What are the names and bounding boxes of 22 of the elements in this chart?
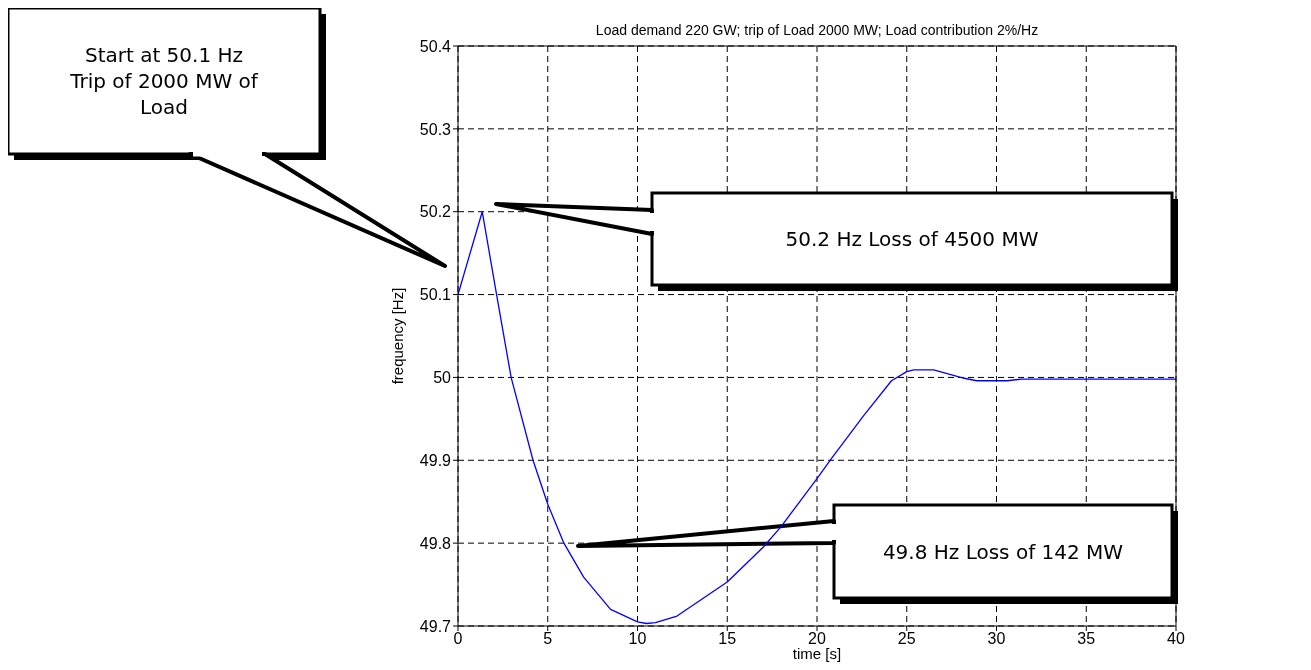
x-tick-label: 15: [718, 630, 737, 648]
y-tick-label: 50.2: [419, 203, 452, 221]
y-tick-label: 50: [433, 369, 452, 387]
y-tick-label: 50.4: [419, 37, 452, 55]
x-tick-label: 5: [543, 630, 553, 648]
y-tick-label: 49.8: [419, 534, 452, 552]
x-tick-label: 0: [453, 630, 463, 648]
y-tick-label: 50.1: [419, 286, 452, 304]
x-tick-label: 25: [897, 630, 916, 648]
x-axis-title: time [s]: [792, 645, 842, 662]
x-tick-label: 40: [1167, 630, 1185, 648]
x-tick-label: 10: [628, 630, 647, 648]
y-tick-label: 49.7: [419, 617, 452, 635]
y-tick-label: 50.3: [419, 120, 452, 138]
y-axis-title: frequency [Hz]: [389, 287, 407, 385]
annotation: 49.8 Hz Loss of 142 MW: [882, 539, 1124, 564]
x-tick-label: 20: [808, 630, 826, 648]
chart-title: Load demand 220 GW; trip of Load 2000 MW; Load contribution 2%/Hz: [594, 22, 1040, 38]
x-tick-label: 35: [1077, 630, 1096, 648]
annotation: 50.2 Hz Loss of 4500 MW: [785, 227, 1039, 251]
y-tick-label: 49.9: [419, 451, 452, 469]
x-tick-label: 30: [987, 630, 1006, 648]
